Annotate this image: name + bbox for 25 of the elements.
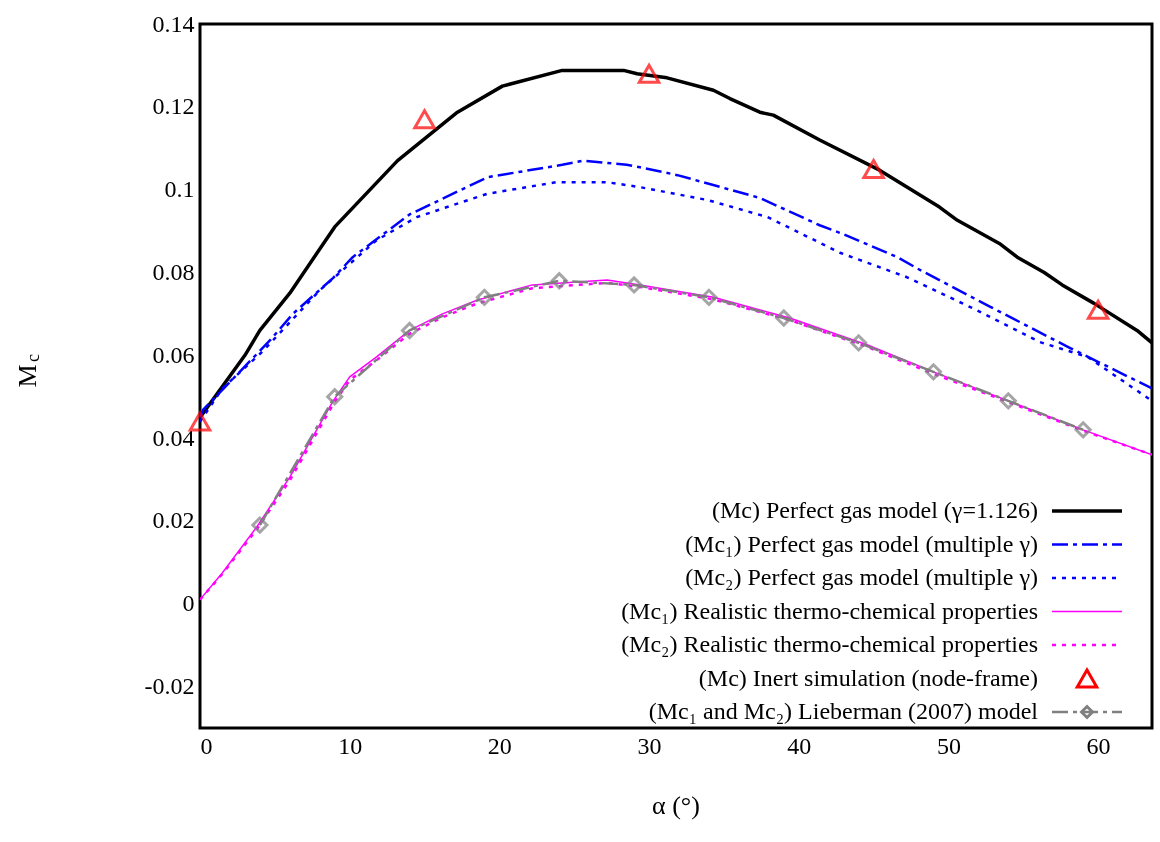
x-tick-label: 10 — [338, 732, 363, 759]
x-tick-label: 0 — [200, 732, 213, 759]
y-tick-label: 0 — [182, 590, 195, 617]
legend-label: (Mc₁) Realistic thermo-chemical properties — [621, 597, 1038, 624]
x-tick-label: 60 — [1086, 732, 1111, 759]
y-tick-label: 0.04 — [152, 424, 195, 451]
y-tick-label: -0.02 — [144, 673, 195, 700]
x-tick-label: 20 — [487, 732, 512, 759]
legend-label: (Mc₁) Perfect gas model (multiple γ) — [685, 530, 1038, 557]
x-tick-label: 40 — [787, 732, 812, 759]
y-tick-label: 0.06 — [152, 341, 195, 368]
y-tick-label: 0.02 — [152, 507, 195, 534]
y-tick-label: 0.12 — [152, 93, 195, 120]
x-tick-label: 30 — [637, 732, 662, 759]
y-axis-title: Mc — [13, 354, 43, 388]
y-tick-label: 0.1 — [164, 176, 195, 203]
legend-label: (Mc₁ and Mc₂) Lieberman (2007) model — [648, 698, 1039, 724]
legend-label: (Mc₂) Realistic thermo-chemical properties — [621, 631, 1038, 657]
x-axis-title: α (°) — [652, 791, 700, 820]
legend-label: (Mc) Inert simulation (node-frame) — [698, 664, 1038, 691]
y-tick-label: 0.08 — [152, 258, 195, 285]
legend-label: (Mc₂) Perfect gas model (multiple γ) — [685, 564, 1038, 590]
y-tick-label: 0.14 — [152, 10, 195, 37]
legend-label: (Mc) Perfect gas model (γ=1.126) — [711, 497, 1038, 523]
x-tick-label: 50 — [936, 732, 961, 759]
